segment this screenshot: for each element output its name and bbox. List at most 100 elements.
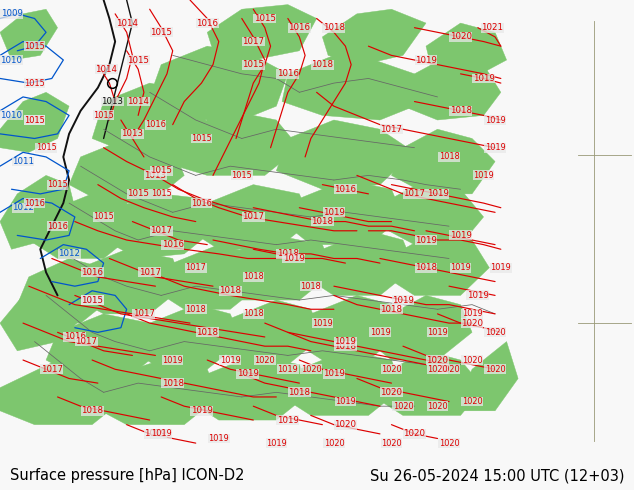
Text: 1020: 1020	[427, 365, 448, 374]
Text: 1018: 1018	[162, 379, 184, 388]
Text: 1019: 1019	[415, 55, 437, 65]
Text: 1020: 1020	[403, 429, 425, 439]
Text: 1020: 1020	[439, 439, 460, 448]
Polygon shape	[0, 277, 86, 351]
Text: 1016: 1016	[197, 19, 218, 27]
Text: 1015: 1015	[24, 116, 45, 124]
Text: 1015: 1015	[151, 189, 172, 198]
Text: 1017: 1017	[403, 189, 425, 198]
Text: 1016: 1016	[64, 332, 86, 342]
Text: 1015: 1015	[47, 180, 68, 189]
Text: 1020: 1020	[427, 356, 448, 365]
Text: 1019: 1019	[491, 263, 511, 272]
Text: 1018: 1018	[301, 282, 321, 291]
Polygon shape	[0, 92, 69, 152]
Text: 1017: 1017	[133, 309, 155, 318]
Text: 1015: 1015	[24, 78, 45, 88]
Polygon shape	[294, 295, 403, 360]
Text: 1019: 1019	[191, 406, 212, 416]
Text: 1019: 1019	[335, 397, 356, 406]
Text: 1017: 1017	[242, 213, 264, 221]
Text: 1019: 1019	[312, 318, 333, 328]
Text: 1017: 1017	[41, 365, 63, 374]
Polygon shape	[385, 231, 489, 295]
Text: 1017: 1017	[75, 337, 98, 346]
Text: 1015: 1015	[36, 143, 56, 152]
Polygon shape	[150, 46, 288, 124]
Text: 1019: 1019	[392, 295, 414, 304]
Text: 1020: 1020	[323, 439, 344, 448]
Text: 1013: 1013	[145, 171, 167, 180]
Text: 1018: 1018	[334, 342, 356, 351]
Text: 1020: 1020	[380, 388, 403, 397]
Text: 1020: 1020	[381, 439, 402, 448]
Text: 1018: 1018	[81, 406, 103, 416]
Text: 1020: 1020	[450, 32, 472, 42]
Text: 1015: 1015	[93, 213, 114, 221]
Polygon shape	[190, 355, 311, 420]
Text: 1010: 1010	[1, 55, 23, 65]
Text: 1019: 1019	[162, 356, 183, 365]
Text: 1019: 1019	[283, 254, 304, 263]
Text: 1019: 1019	[427, 189, 448, 198]
Polygon shape	[0, 360, 127, 425]
Text: 1021: 1021	[481, 23, 503, 32]
Polygon shape	[92, 83, 207, 152]
Text: 1012: 1012	[58, 249, 80, 258]
Polygon shape	[46, 314, 161, 378]
Text: 1013: 1013	[121, 129, 143, 138]
Text: 1013: 1013	[81, 295, 103, 304]
Polygon shape	[17, 259, 115, 323]
Text: Su 26-05-2024 15:00 UTC (12+03): Su 26-05-2024 15:00 UTC (12+03)	[370, 468, 624, 483]
Polygon shape	[213, 235, 334, 300]
Text: 1016: 1016	[24, 198, 45, 208]
Polygon shape	[69, 139, 184, 203]
Text: 1019: 1019	[335, 337, 356, 346]
Text: 1019: 1019	[450, 231, 472, 240]
Text: 1016: 1016	[145, 120, 166, 129]
Text: 1019: 1019	[209, 434, 229, 443]
Text: 1018: 1018	[219, 286, 242, 295]
Text: 1020: 1020	[427, 402, 448, 411]
Text: 1017: 1017	[139, 268, 160, 277]
Text: 1018: 1018	[311, 60, 333, 69]
Text: 1016: 1016	[288, 23, 311, 32]
Text: 1019: 1019	[277, 416, 299, 424]
Text: 1015: 1015	[242, 60, 264, 69]
Text: 1013: 1013	[101, 97, 123, 106]
Text: 1019: 1019	[370, 328, 391, 337]
Polygon shape	[380, 180, 484, 245]
Text: 1016: 1016	[191, 198, 212, 208]
Polygon shape	[0, 175, 75, 249]
Text: 1018: 1018	[197, 328, 218, 337]
Polygon shape	[322, 9, 426, 65]
Text: 1019: 1019	[145, 429, 166, 439]
Text: 1019: 1019	[323, 369, 345, 378]
Text: 1015: 1015	[24, 116, 45, 124]
Text: 1017: 1017	[242, 37, 264, 46]
Text: 1020: 1020	[301, 365, 321, 374]
Polygon shape	[213, 300, 322, 365]
Polygon shape	[155, 245, 265, 309]
Text: 1019: 1019	[450, 263, 471, 272]
Text: 1009: 1009	[1, 9, 22, 18]
Polygon shape	[103, 194, 219, 259]
Polygon shape	[69, 249, 184, 314]
Text: 1018: 1018	[439, 152, 460, 161]
Polygon shape	[190, 185, 311, 249]
Polygon shape	[455, 342, 518, 411]
Polygon shape	[282, 351, 403, 416]
Text: 1018: 1018	[311, 217, 333, 226]
Text: 1018: 1018	[288, 388, 311, 397]
Text: 1020: 1020	[485, 365, 505, 374]
Text: 1014: 1014	[115, 19, 138, 27]
Polygon shape	[288, 180, 403, 245]
Text: 1016: 1016	[334, 185, 356, 194]
Text: 1020: 1020	[334, 420, 356, 429]
Polygon shape	[374, 351, 484, 416]
Polygon shape	[0, 9, 58, 60]
Polygon shape	[276, 120, 415, 189]
Text: 1018: 1018	[323, 23, 345, 32]
Text: 1015: 1015	[81, 295, 103, 304]
Text: 1011: 1011	[12, 157, 34, 166]
